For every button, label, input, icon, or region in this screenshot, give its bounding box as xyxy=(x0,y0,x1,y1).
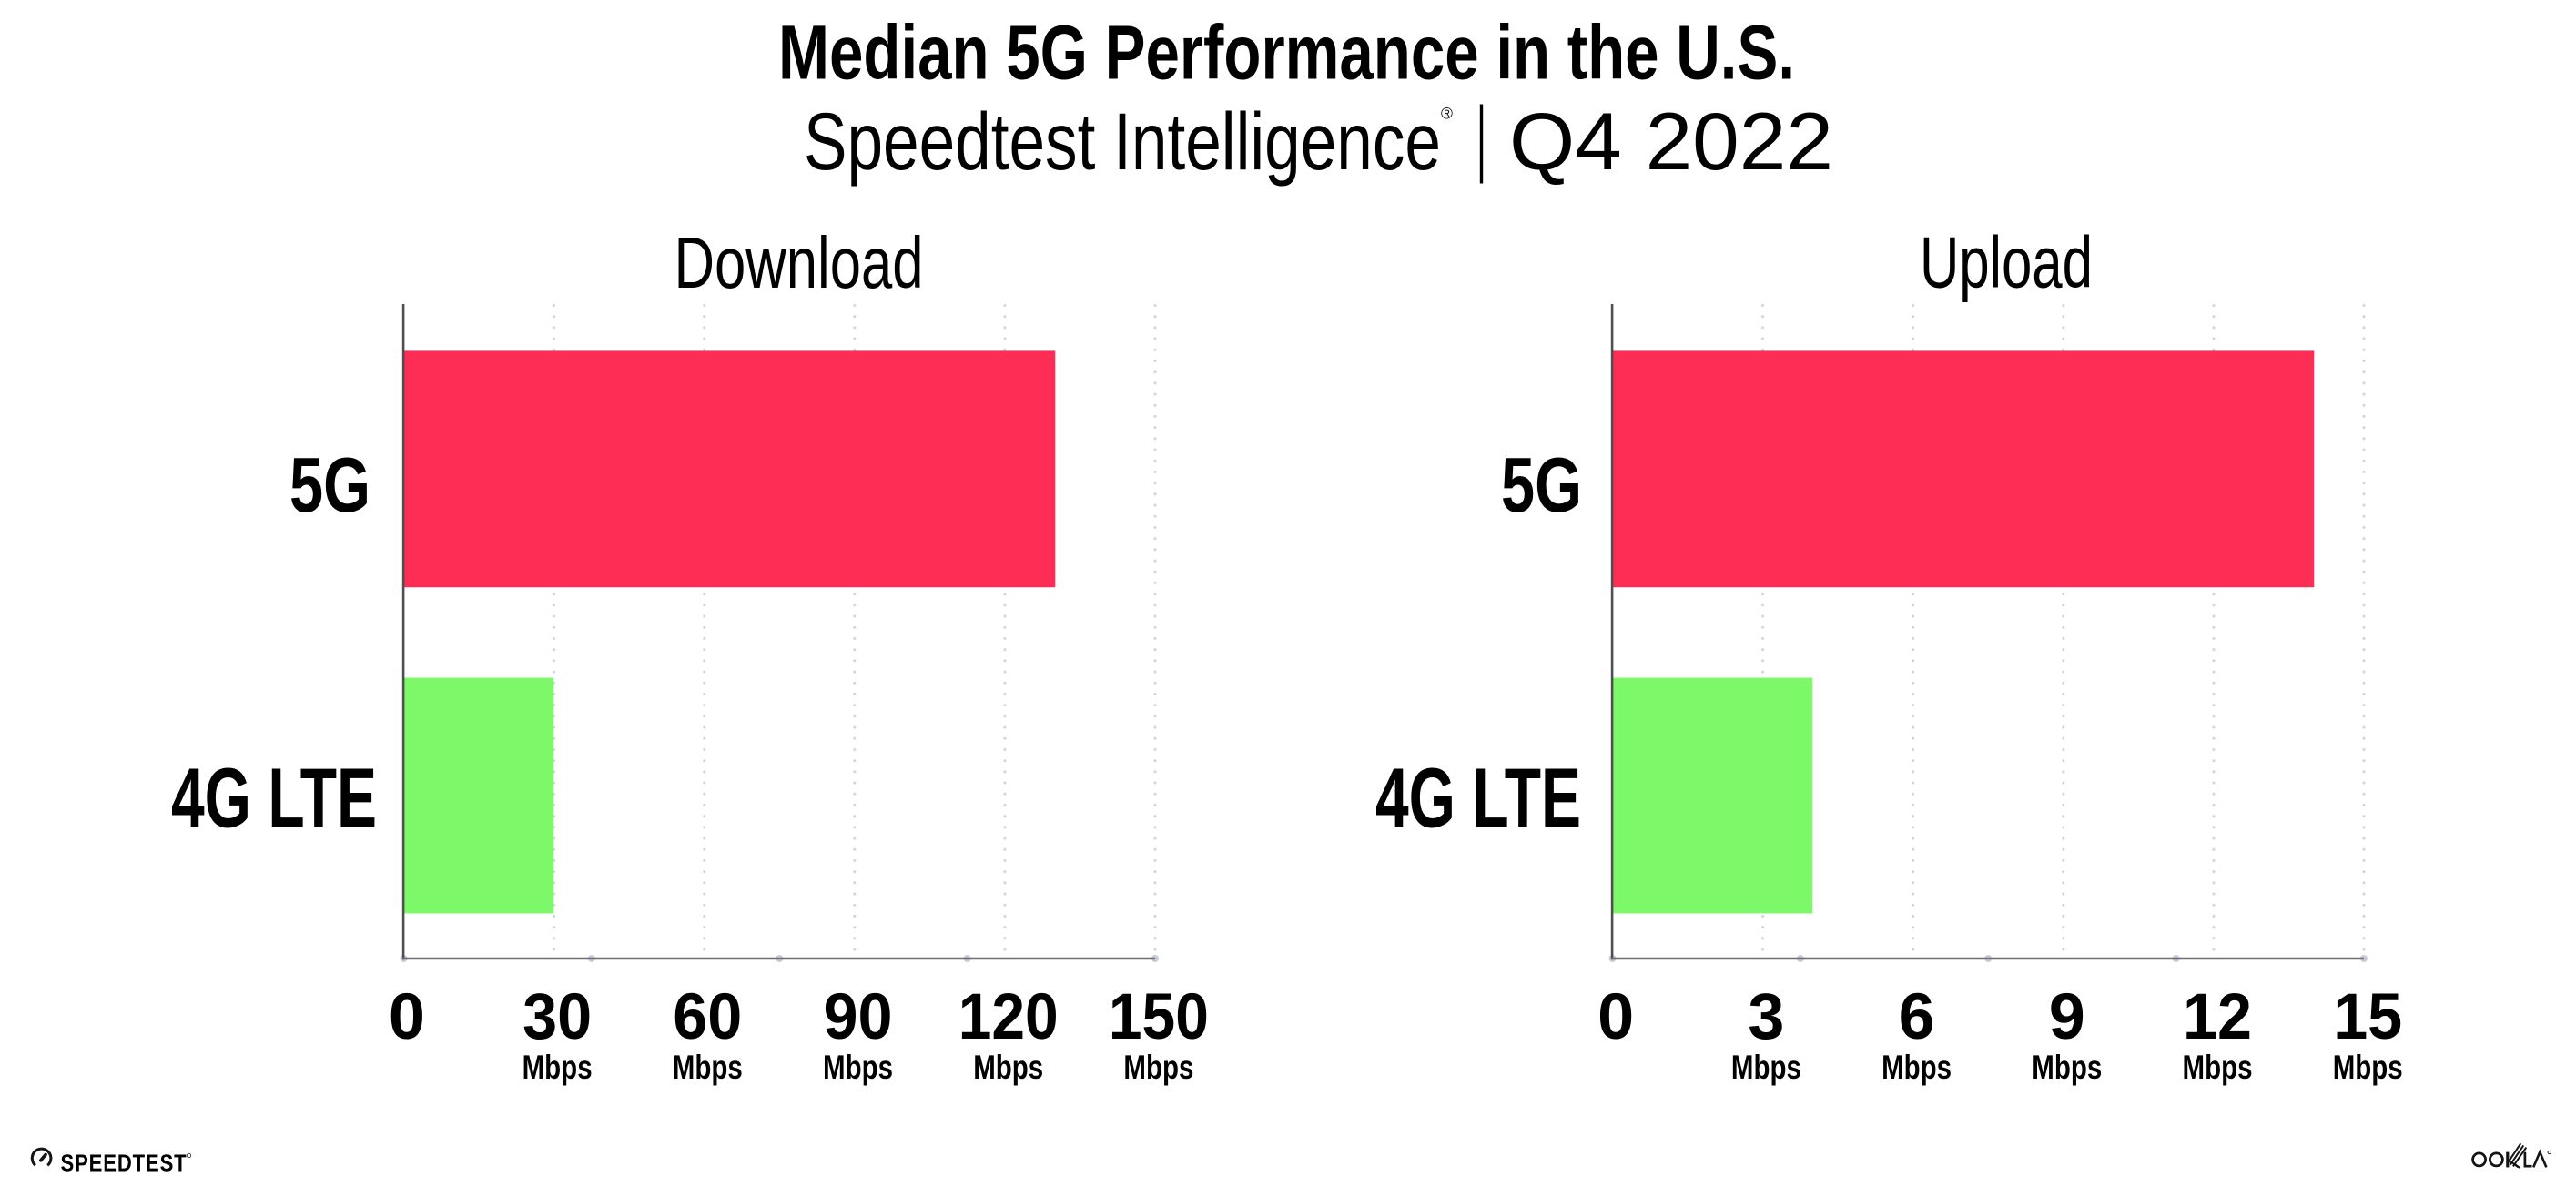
svg-text:30: 30 xyxy=(522,980,592,1053)
svg-text:15: 15 xyxy=(2333,980,2402,1053)
svg-text:®: ® xyxy=(1441,105,1453,123)
svg-text:150: 150 xyxy=(1109,980,1209,1053)
svg-text:Mbps: Mbps xyxy=(823,1049,893,1086)
svg-text:Mbps: Mbps xyxy=(1881,1049,1952,1086)
svg-text:Speedtest Intelligence: Speedtest Intelligence xyxy=(804,96,1441,187)
svg-text:60: 60 xyxy=(673,980,742,1053)
svg-text:5G: 5G xyxy=(1501,442,1582,529)
svg-text:Mbps: Mbps xyxy=(522,1049,593,1086)
svg-text:4G LTE: 4G LTE xyxy=(171,751,377,846)
svg-text:90: 90 xyxy=(824,980,893,1053)
svg-text:120: 120 xyxy=(958,980,1059,1053)
svg-text:12: 12 xyxy=(2183,980,2252,1053)
svg-text:Mbps: Mbps xyxy=(2183,1049,2253,1086)
svg-text:Mbps: Mbps xyxy=(1123,1049,1193,1086)
svg-text:Mbps: Mbps xyxy=(2333,1049,2403,1086)
svg-text:9: 9 xyxy=(2049,980,2085,1053)
svg-text:6: 6 xyxy=(1899,980,1935,1053)
svg-text:Mbps: Mbps xyxy=(2032,1049,2102,1086)
svg-text:Download: Download xyxy=(674,222,924,303)
svg-text:0: 0 xyxy=(1597,980,1634,1053)
svg-text:5G: 5G xyxy=(289,442,370,529)
svg-text:Median 5G Performance in the U: Median 5G Performance in the U.S. xyxy=(778,10,1795,96)
svg-text:Mbps: Mbps xyxy=(973,1049,1043,1086)
svg-text:4G LTE: 4G LTE xyxy=(1375,751,1581,846)
svg-text:Mbps: Mbps xyxy=(1731,1049,1801,1086)
svg-text:Upload: Upload xyxy=(1920,222,2093,303)
svg-text:SPEEDTEST: SPEEDTEST xyxy=(61,1150,188,1177)
svg-text:3: 3 xyxy=(1748,980,1784,1053)
svg-text:Q4 2022: Q4 2022 xyxy=(1509,96,1833,187)
svg-text:0: 0 xyxy=(389,980,425,1053)
svg-text:Mbps: Mbps xyxy=(673,1049,743,1086)
